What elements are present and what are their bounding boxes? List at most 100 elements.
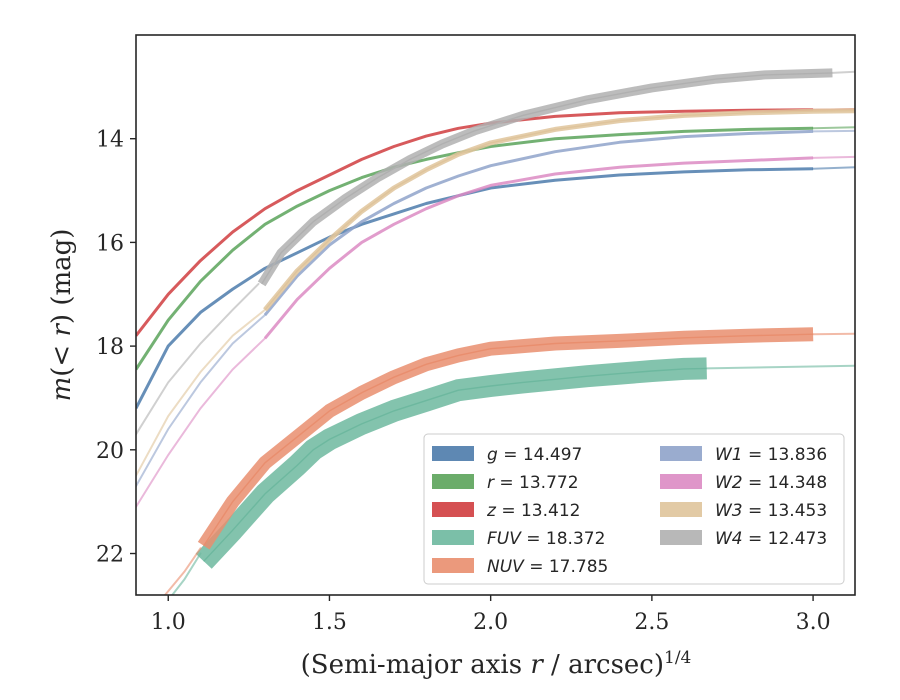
series-z-band xyxy=(136,108,814,337)
legend-label-w3: W3 = 13.453 xyxy=(715,501,827,521)
x-axis-label-sup: 1/4 xyxy=(664,648,691,668)
series-w4-line xyxy=(261,72,833,285)
legend-item-fuv: FUV = 18.372 xyxy=(432,529,605,549)
series-w1-band xyxy=(263,129,814,316)
series-w3 xyxy=(136,108,855,477)
legend-label-w2: W2 = 14.348 xyxy=(715,473,827,493)
x-axis-label: (Semi-major axis r / arcsec)1/4 xyxy=(301,648,692,680)
y-tick-label: 14 xyxy=(96,128,124,153)
legend-swatch-w4 xyxy=(660,530,702,545)
legend-band-value: = 14.348 xyxy=(743,473,828,493)
legend-swatch-nuv xyxy=(432,558,474,573)
legend-band-value: = 18.372 xyxy=(521,529,606,549)
series-g xyxy=(136,166,855,409)
legend-item-z: z = 13.412 xyxy=(432,501,580,521)
legend-band-value: = 12.473 xyxy=(743,529,828,549)
legend-box xyxy=(423,433,845,585)
series-fuv xyxy=(170,357,855,595)
legend-band-name: W2 xyxy=(715,473,743,493)
x-axis-label-post: / arcsec) xyxy=(543,650,664,680)
x-tick-label: 3.0 xyxy=(796,610,831,635)
legend-label-r: r = 13.772 xyxy=(487,473,579,493)
legend-label-nuv: NUV = 17.785 xyxy=(487,557,608,577)
x-tick-label: 1.5 xyxy=(312,610,347,635)
x-tick-label: 1.0 xyxy=(151,610,186,635)
legend-band-value: = 14.497 xyxy=(498,445,583,465)
series-nuv-line xyxy=(203,333,814,547)
series-w4-extrapolation-inner xyxy=(136,282,260,436)
legend-item-w2: W2 = 14.348 xyxy=(660,473,827,493)
y-axis: 14 16 18 20 22 xyxy=(96,128,136,568)
legend-band-value: = 13.453 xyxy=(743,501,828,521)
legend-item-w3: W3 = 13.453 xyxy=(660,501,827,521)
series-w2-extrapolation-inner xyxy=(136,337,266,508)
legend-band-name: W4 xyxy=(715,529,743,549)
legend-band-name: W1 xyxy=(715,445,743,465)
legend-band-name: g xyxy=(487,445,498,465)
legend-item-w1: W1 = 13.836 xyxy=(660,445,827,465)
series-w1-extrapolation-inner xyxy=(136,314,266,488)
series-w1-extrapolation-outer xyxy=(812,129,855,133)
y-axis-label-pre: m xyxy=(47,377,77,402)
legend-swatch-w3 xyxy=(660,502,702,517)
series-w4 xyxy=(136,68,855,436)
series-w2 xyxy=(136,155,855,508)
series-nuv xyxy=(163,327,855,595)
x-axis-label-pre: (Semi-major axis xyxy=(301,650,531,680)
series-w3-band xyxy=(263,108,855,312)
y-axis-label: m(< r) (mag) xyxy=(47,229,77,402)
legend-label-w4: W4 = 12.473 xyxy=(715,529,827,549)
legend-band-value: = 13.836 xyxy=(743,445,828,465)
legend-band-name: W3 xyxy=(715,501,743,521)
series-nuv-extrapolation-inner xyxy=(163,547,202,595)
legend-label-g: g = 14.497 xyxy=(487,445,582,465)
y-tick-label: 16 xyxy=(96,231,124,256)
series-w3-line xyxy=(264,110,855,311)
legend-item-r: r = 13.772 xyxy=(432,473,579,493)
plot-frame xyxy=(135,34,856,596)
legend-band-value: = 17.785 xyxy=(524,557,609,577)
y-tick-label: 18 xyxy=(96,335,124,360)
legend-swatch-w2 xyxy=(660,474,702,489)
legend-item-w4: W4 = 12.473 xyxy=(660,529,827,549)
legend-item-g: g = 14.497 xyxy=(432,445,582,465)
x-tick-label: 2.0 xyxy=(473,610,508,635)
y-axis-label-post: ) (mag) xyxy=(47,229,77,325)
legend-swatch-w1 xyxy=(660,446,702,461)
y-axis-label-var: r xyxy=(47,323,77,337)
legend-band-name: z xyxy=(486,501,497,521)
series-fuv-line xyxy=(203,367,707,562)
series-g-extrapolation-outer xyxy=(812,166,855,170)
y-axis-label-mid: (< xyxy=(47,337,77,377)
series-w2-band xyxy=(263,156,814,340)
legend-band-value: = 13.772 xyxy=(494,473,579,493)
series-nuv-extrapolation-outer xyxy=(812,332,855,336)
legend-label-fuv: FUV = 18.372 xyxy=(487,529,605,549)
legend-band-name: r xyxy=(487,473,495,493)
series-fuv-extrapolation-outer xyxy=(705,364,855,370)
legend-swatch-fuv xyxy=(432,530,474,545)
series-fuv-extrapolation-inner xyxy=(170,552,202,595)
legend-band-name: FUV xyxy=(487,529,522,549)
legend-label-z: z = 13.412 xyxy=(486,501,580,521)
x-axis: 1.0 1.5 2.0 2.5 3.0 xyxy=(151,595,831,635)
legend-swatch-g xyxy=(432,446,474,461)
y-tick-label: 20 xyxy=(96,439,124,464)
legend-swatch-r xyxy=(432,474,474,489)
legend-swatch-z xyxy=(432,502,474,517)
legend-band-value: = 13.412 xyxy=(496,501,581,521)
series-r-extrapolation-outer xyxy=(812,126,855,130)
series-w2-extrapolation-outer xyxy=(812,155,855,159)
series-g-band xyxy=(136,167,814,409)
legend-label-w1: W1 = 13.836 xyxy=(715,445,827,465)
series-w4-extrapolation-outer xyxy=(831,70,855,74)
series-w3-extrapolation-inner xyxy=(136,308,266,477)
y-tick-label: 22 xyxy=(96,543,124,568)
series-layer xyxy=(136,68,855,595)
x-axis-label-var: r xyxy=(530,650,544,680)
x-tick-label: 2.5 xyxy=(634,610,669,635)
series-w1 xyxy=(136,129,855,488)
legend-item-nuv: NUV = 17.785 xyxy=(432,557,608,577)
